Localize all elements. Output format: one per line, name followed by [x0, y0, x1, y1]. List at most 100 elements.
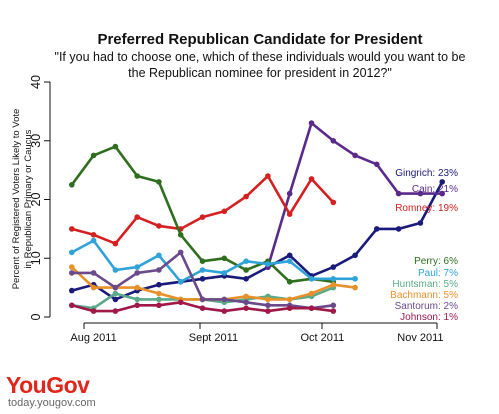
data-point-paul	[330, 276, 337, 282]
series-line-romney	[71, 174, 335, 245]
data-point-huntsman	[134, 296, 140, 303]
y-tick-label: 0	[29, 313, 43, 320]
series-gingrich	[69, 179, 446, 303]
data-point-gingrich	[417, 220, 424, 226]
data-point-paul	[112, 267, 119, 273]
data-point-bachmann	[286, 296, 293, 303]
data-point-gingrich	[352, 252, 358, 259]
data-point-paul	[90, 237, 97, 244]
y-axis-label-line1: Percent of Registered Voters Likely to V…	[11, 109, 22, 290]
data-point-bachmann	[69, 264, 75, 270]
data-point-romney	[330, 199, 337, 206]
data-point-gingrich	[112, 296, 119, 303]
data-point-johnson	[156, 302, 162, 309]
data-point-cain	[439, 190, 446, 197]
data-point-bachmann	[330, 281, 337, 288]
series-paul	[69, 237, 358, 285]
data-point-paul	[156, 252, 162, 259]
data-point-perry	[286, 279, 293, 285]
data-point-gingrich	[395, 226, 402, 232]
data-point-gingrich	[156, 281, 162, 288]
data-point-romney	[308, 176, 315, 182]
data-point-paul	[308, 276, 315, 282]
data-point-cain	[352, 152, 358, 159]
data-point-romney	[265, 173, 271, 179]
series-line-cain	[266, 121, 443, 268]
yougov-logo: YouGov	[6, 372, 90, 398]
plot-area	[69, 120, 446, 314]
data-point-bachmann	[265, 296, 271, 303]
legend-paul: Paul: 7%	[418, 268, 458, 279]
chart-subtitle-line1: "If you had to choose one, which of thes…	[55, 50, 466, 64]
data-point-cain	[395, 190, 402, 197]
data-point-santorum	[330, 302, 337, 309]
x-tick-label: Sept 2011	[189, 332, 238, 344]
data-point-gingrich	[330, 264, 337, 270]
data-point-paul	[69, 249, 75, 256]
series-johnson	[69, 299, 337, 314]
data-point-perry	[221, 255, 228, 262]
legend-cain: Cain: 21%	[412, 184, 458, 195]
data-point-huntsman	[112, 290, 119, 297]
data-point-johnson	[112, 308, 119, 314]
data-point-perry	[134, 173, 140, 179]
data-point-santorum	[69, 270, 75, 276]
data-point-perry	[177, 232, 184, 238]
data-point-johnson	[330, 308, 337, 314]
data-point-romney	[69, 226, 75, 232]
data-point-johnson	[90, 308, 97, 314]
data-point-bachmann	[156, 290, 162, 297]
data-point-johnson	[243, 305, 249, 312]
data-point-paul	[199, 267, 206, 273]
data-point-bachmann	[308, 290, 315, 297]
data-point-perry	[156, 179, 162, 185]
data-point-santorum	[90, 270, 97, 276]
data-point-bachmann	[243, 293, 249, 300]
y-axis-label-line2: in Republican Primary or Caucus	[23, 129, 34, 268]
data-point-johnson	[308, 305, 315, 312]
data-point-johnson	[177, 299, 184, 306]
data-point-cain	[286, 190, 293, 197]
data-point-perry	[90, 152, 97, 159]
data-point-cain	[308, 120, 315, 126]
y-tick-label: 30	[29, 134, 43, 148]
legend-perry: Perry: 6%	[414, 256, 458, 267]
data-point-santorum	[265, 302, 271, 309]
data-point-bachmann	[90, 284, 97, 291]
chart-title: Preferred Republican Candidate for Presi…	[97, 31, 422, 48]
series-perry	[69, 143, 337, 285]
data-point-paul	[177, 279, 184, 285]
data-point-gingrich	[286, 252, 293, 259]
data-point-paul	[286, 258, 293, 265]
data-point-santorum	[134, 270, 140, 276]
data-point-gingrich	[439, 179, 446, 185]
data-point-santorum	[199, 296, 206, 303]
data-point-santorum	[243, 299, 249, 306]
data-point-johnson	[134, 302, 140, 309]
legend-huntsman: Huntsman: 5%	[392, 279, 458, 290]
chart-subtitle-line2: the Republican nominee for president in …	[128, 66, 392, 80]
data-point-huntsman	[156, 296, 162, 303]
data-point-perry	[69, 182, 75, 188]
x-tick-label: Aug 2011	[70, 332, 116, 344]
legend-bachmann: Bachmann: 5%	[390, 290, 458, 301]
data-point-gingrich	[69, 287, 75, 294]
data-point-romney	[221, 208, 228, 215]
data-point-romney	[134, 214, 140, 220]
data-point-johnson	[221, 308, 228, 314]
data-point-paul	[134, 264, 140, 270]
legend-gingrich: Gingrich: 23%	[395, 168, 458, 179]
x-tick-label: Nov 2011	[397, 332, 443, 344]
data-point-gingrich	[199, 276, 206, 282]
data-point-perry	[243, 267, 249, 273]
y-tick-label: 20	[29, 193, 43, 207]
x-tick-label: Oct 2011	[300, 332, 344, 344]
source-url: today.yougov.com	[8, 397, 96, 409]
data-point-romney	[90, 232, 97, 238]
data-point-johnson	[199, 305, 206, 312]
data-point-paul	[243, 258, 249, 265]
data-point-romney	[199, 214, 206, 220]
data-point-romney	[243, 193, 249, 200]
series-line-paul	[71, 239, 356, 284]
